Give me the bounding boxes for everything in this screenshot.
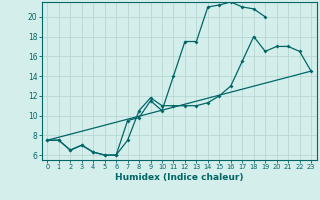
X-axis label: Humidex (Indice chaleur): Humidex (Indice chaleur)	[115, 173, 244, 182]
